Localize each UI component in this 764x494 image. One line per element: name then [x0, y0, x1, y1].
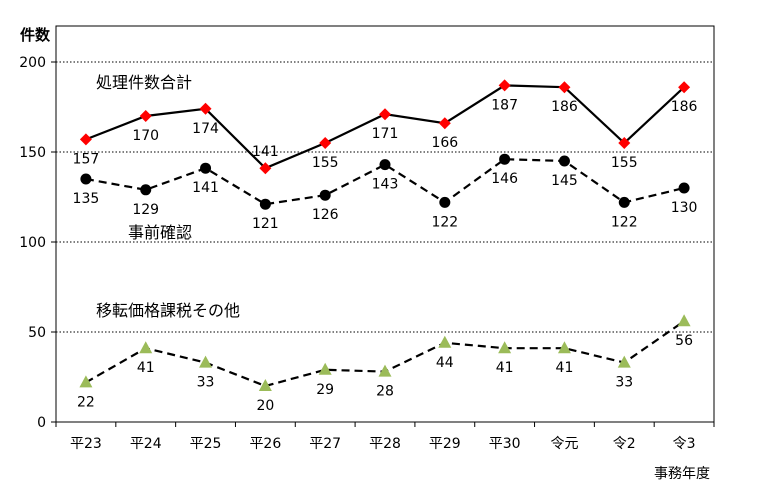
data-point [438, 117, 451, 130]
data-point [678, 182, 690, 194]
y-tick-label: 50 [28, 325, 46, 341]
data-point [79, 133, 92, 146]
data-label: 129 [132, 202, 159, 218]
x-tick-label: 平28 [369, 436, 401, 452]
data-point [199, 102, 212, 115]
series-name-label: 事前確認 [128, 223, 192, 242]
data-point [618, 137, 631, 149]
data-label: 145 [551, 173, 578, 189]
x-tick-label: 平25 [190, 436, 222, 452]
data-point [378, 364, 392, 377]
x-tick-label: 平27 [309, 436, 341, 452]
data-label: 41 [556, 360, 574, 376]
data-label: 126 [312, 207, 339, 223]
data-label: 33 [615, 375, 633, 391]
x-axis: 平23 平24 平25 平26 平27 平28 平29 平30 令元 令2 令3 [55, 422, 715, 452]
data-label: 186 [671, 99, 698, 115]
series-layer [79, 79, 691, 391]
x-tick-label: 平26 [249, 436, 281, 452]
data-point [558, 81, 571, 94]
series-name-label: 処理件数合計 [96, 73, 192, 92]
data-point [677, 314, 691, 327]
data-label: 130 [671, 200, 698, 216]
data-point [498, 79, 511, 92]
y-axis: 0 50 100 150 200 [19, 55, 56, 431]
data-label: 135 [73, 191, 100, 207]
y-tick-label: 150 [19, 145, 46, 161]
data-label: 121 [252, 216, 279, 232]
data-label: 20 [256, 398, 274, 414]
data-label: 122 [611, 214, 638, 230]
data-point [498, 341, 512, 354]
data-point [558, 155, 570, 167]
data-label: 155 [611, 155, 638, 171]
data-label: 170 [132, 128, 159, 144]
data-point [258, 379, 272, 391]
data-labels: 157 170 174 141 155 171 166 187 186 155 186 135 129 1… [73, 97, 698, 414]
x-tick-label: 平23 [70, 436, 102, 452]
y-tick-label: 200 [19, 55, 46, 71]
data-point [139, 110, 152, 122]
data-label: 141 [192, 180, 219, 196]
data-label: 29 [316, 382, 334, 398]
data-point [200, 162, 212, 174]
data-point [80, 173, 92, 185]
data-label: 143 [372, 177, 399, 193]
data-label: 56 [675, 333, 693, 349]
x-tick-label: 平29 [429, 436, 461, 452]
data-point [140, 184, 152, 196]
gridlines [56, 61, 714, 333]
data-label: 146 [491, 171, 518, 187]
plot-frame [55, 25, 715, 423]
data-label: 171 [372, 126, 399, 142]
data-point [259, 198, 271, 210]
data-label: 22 [77, 394, 95, 410]
data-point [499, 153, 511, 165]
data-point [259, 162, 272, 175]
data-label: 166 [431, 135, 458, 151]
data-label: 122 [431, 214, 458, 230]
y-axis-title: 件数 [20, 26, 51, 44]
data-point [199, 355, 213, 368]
data-point [319, 137, 332, 149]
x-tick-label: 令3 [673, 436, 696, 452]
data-point [617, 355, 631, 368]
data-label: 28 [376, 384, 394, 400]
data-label: 33 [197, 375, 215, 391]
data-label: 157 [73, 151, 100, 167]
data-label: 155 [312, 155, 339, 171]
series-name-label: 移転価格課税その他 [96, 301, 240, 320]
data-point [379, 159, 391, 171]
data-label: 44 [436, 355, 454, 371]
x-tick-label: 令元 [550, 436, 578, 452]
x-tick-label: 平30 [489, 436, 521, 452]
data-label: 174 [192, 121, 219, 137]
y-tick-label: 0 [37, 415, 46, 431]
data-label: 141 [252, 144, 279, 160]
data-label: 41 [137, 360, 155, 376]
series-line [85, 158, 685, 206]
x-tick-label: 令2 [613, 436, 636, 452]
data-point [438, 335, 452, 348]
x-axis-title: 事務年度 [654, 466, 710, 482]
data-point [379, 108, 391, 121]
data-point [318, 362, 332, 375]
y-tick-label: 100 [19, 235, 46, 251]
data-point [678, 81, 691, 94]
data-point [439, 196, 451, 208]
x-tick-label: 平24 [130, 436, 162, 452]
data-label: 187 [491, 97, 518, 113]
data-label: 186 [551, 99, 578, 115]
plot-border [55, 25, 715, 423]
data-point [319, 189, 331, 201]
data-point [139, 341, 153, 354]
data-point [79, 375, 93, 388]
data-point [557, 341, 571, 354]
data-label: 41 [496, 360, 514, 376]
data-point [618, 196, 630, 208]
